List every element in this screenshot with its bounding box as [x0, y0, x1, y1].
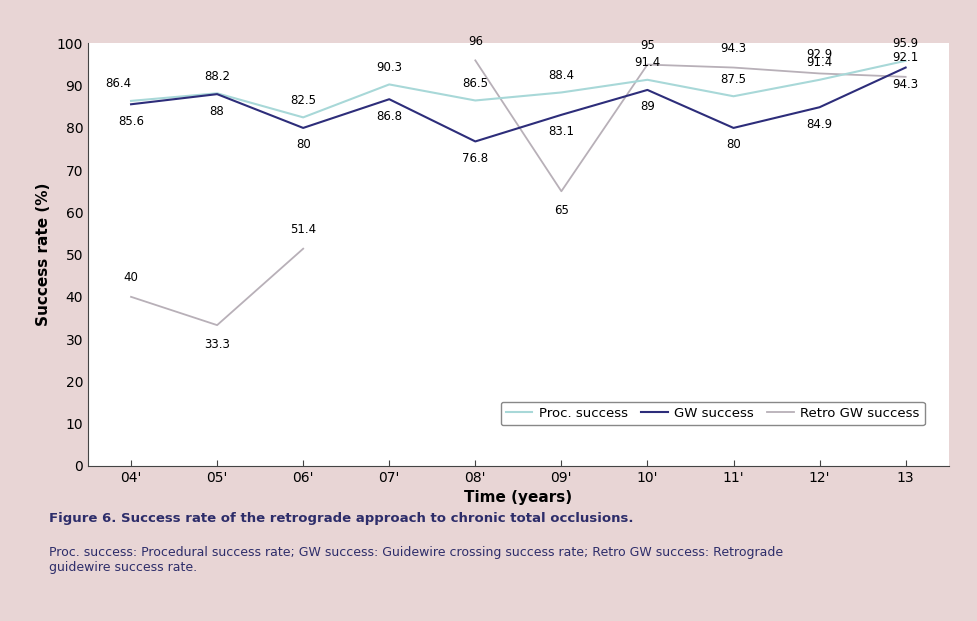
Text: 82.5: 82.5: [290, 94, 316, 107]
Text: 94.3: 94.3: [720, 42, 745, 55]
Text: Figure 6. Success rate of the retrograde approach to chronic total occlusions.: Figure 6. Success rate of the retrograde…: [49, 512, 633, 525]
Text: 96: 96: [467, 35, 483, 48]
Text: 88: 88: [209, 105, 225, 118]
Text: 65: 65: [553, 204, 569, 217]
Legend: Proc. success, GW success, Retro GW success: Proc. success, GW success, Retro GW succ…: [500, 402, 924, 425]
Text: 95: 95: [639, 39, 655, 52]
Text: 91.4: 91.4: [806, 57, 831, 69]
Text: 33.3: 33.3: [204, 338, 230, 351]
Text: 85.6: 85.6: [118, 115, 144, 128]
Text: 87.5: 87.5: [720, 73, 745, 86]
Text: 40: 40: [123, 271, 139, 284]
X-axis label: Time (years): Time (years): [464, 490, 572, 505]
Text: 86.8: 86.8: [376, 110, 402, 123]
Text: 51.4: 51.4: [290, 223, 316, 236]
Text: 83.1: 83.1: [548, 125, 573, 138]
Text: Proc. success: Procedural success rate; GW success: Guidewire crossing success r: Proc. success: Procedural success rate; …: [49, 546, 783, 574]
Text: 88.4: 88.4: [548, 69, 573, 82]
Text: 91.4: 91.4: [634, 57, 659, 69]
Text: 94.3: 94.3: [892, 78, 917, 91]
Text: 92.1: 92.1: [892, 51, 917, 64]
Text: 92.9: 92.9: [806, 48, 831, 61]
Text: 95.9: 95.9: [892, 37, 917, 50]
Text: 90.3: 90.3: [376, 61, 402, 74]
Y-axis label: Success rate (%): Success rate (%): [36, 183, 51, 326]
Text: 76.8: 76.8: [462, 152, 488, 165]
Text: 86.4: 86.4: [105, 78, 131, 90]
Text: 88.2: 88.2: [204, 70, 230, 83]
Text: 89: 89: [639, 101, 655, 114]
Text: 80: 80: [725, 138, 741, 152]
Text: 86.5: 86.5: [462, 77, 488, 90]
Text: 84.9: 84.9: [806, 118, 831, 131]
Text: 80: 80: [295, 138, 311, 152]
